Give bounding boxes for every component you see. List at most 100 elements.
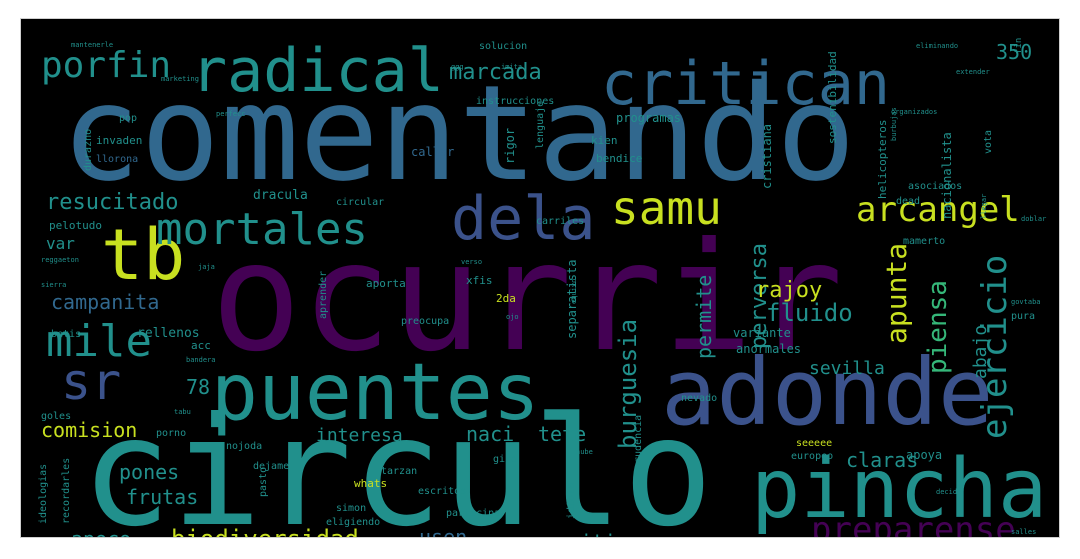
cloud-word-variante: variante [733,326,791,340]
cloud-word-aporta: aporta [366,277,406,290]
cloud-word-solucion: solucion [479,41,527,52]
cloud-word-mamerto: mamerto [903,236,945,247]
cloud-word-fin: fin [1014,38,1024,54]
cloud-word-sostenibilidad: sostenibilidad [826,51,839,144]
cloud-word-decide: decide [936,488,961,496]
cloud-word-giro: giro [493,454,517,465]
cloud-word-nube: nube [576,448,593,456]
cloud-word-imita: imita [501,63,522,71]
cloud-word-dela: dela [451,184,596,254]
cloud-word-anormales: anormales [736,342,801,356]
cloud-word-2da: 2da [496,292,516,305]
cloud-word-burbujas: burbujas [890,107,898,141]
cloud-word-durazno: durazno [83,129,94,171]
cloud-word-samu: samu [611,181,722,235]
cloud-word-pincha: pincha [751,442,1047,537]
cloud-word-organizados: organizados [891,108,937,116]
cloud-word-circular: circular [336,197,384,208]
cloud-word-interesa: interesa [316,425,403,446]
cloud-word-pones: pones [119,460,179,484]
cloud-word-mantenerle: mantenerle [71,41,113,49]
cloud-word-bendice: bendice [596,152,642,165]
cloud-word-ideologias: ideologias [38,464,49,524]
cloud-word-naci: naci [466,422,514,446]
cloud-word-mortales: mortales [156,204,368,255]
cloud-word-nojoda: nojoda [226,441,262,452]
cloud-word-preparense: preparense [811,510,1016,538]
word-cloud-frame: comentando ocurrir circulo pincha adonde puen… [20,18,1060,538]
cloud-word-extender: extender [956,68,990,76]
cloud-word-resucitado: resucitado [46,190,178,215]
cloud-word-pura: pura [1011,311,1035,322]
cloud-word-helicopteros: helicopteros [876,120,889,199]
cloud-word-perfecc: perfecc [216,110,246,118]
cloud-word-puentes: puentes [211,348,540,438]
cloud-word-idiota: idiota [566,483,577,519]
cloud-word-separatista: separatista [565,260,579,339]
cloud-word-kien: kien [591,134,618,147]
cloud-word-claras: claras [846,448,918,472]
cloud-word-eligiendo: eligiendo [326,517,380,528]
cloud-word-seeeee: seeeee [796,438,832,449]
cloud-word-permite: permite [692,275,716,359]
cloud-word-tete: tete [538,422,586,446]
cloud-word-sr: sr [61,353,121,411]
cloud-word-programas: programas [616,111,681,125]
cloud-word-abajo: abajo [970,325,991,379]
cloud-word-whats: whats [354,477,387,490]
cloud-word-comentando: comentando [61,57,856,211]
cloud-word-usen: usen [419,525,467,538]
cloud-word-reggaeton: reggaeton [41,256,79,264]
cloud-word-verso: verso [461,258,482,266]
cloud-word-vota: vota [983,130,994,154]
cloud-word-campanita: campanita [51,290,159,314]
cloud-word-ocurrir: ocurrir [211,211,843,385]
cloud-word-goles: goles [41,411,71,422]
cloud-word-betis: betis [51,329,81,340]
word-cloud-background [21,19,1059,537]
cloud-word-apoya: apoya [906,448,942,462]
cloud-word-tarzan: tarzan [381,466,417,477]
cloud-word-lenguaje: lenguaje [535,101,546,149]
cloud-word-cristiana: cristiana [760,124,774,189]
cloud-word-tb: tb [101,214,185,296]
cloud-word-participa: participa [446,508,500,519]
cloud-word-var: var [46,234,75,253]
cloud-word-marcada: marcada [449,60,542,85]
cloud-word-equivo: equivo [570,279,578,304]
cloud-word-llegar: llegar [980,194,988,219]
cloud-word-apoco: apoco [71,527,131,538]
cloud-word-bandera: bandera [186,356,216,364]
cloud-word-350: 350 [996,40,1032,64]
cloud-word-marketing: marketing [161,75,199,83]
cloud-word-eliminando: eliminando [916,42,958,50]
cloud-word-europeo: europeo [791,451,833,462]
cloud-word-nevado: nevado [681,393,717,404]
cloud-word-llorona: llorona [96,154,138,165]
cloud-word-instrucciones: instrucciones [476,96,554,107]
cloud-word-rellenos: rellenos [137,326,200,341]
cloud-word-fluido: fluido [766,299,853,327]
cloud-word-acc: acc [191,339,211,352]
cloud-word-govtaba: govtaba [1011,298,1041,306]
cloud-word-carriles: carriles [536,216,584,227]
cloud-word-adonde: adonde [661,339,993,446]
cloud-word-circulo: circulo [81,386,713,538]
cloud-word-xfis: xfis [466,274,493,287]
cloud-word-dejame: dejame [253,461,289,472]
cloud-word-invaden: invaden [96,134,142,147]
cloud-word-doblar: doblar [1021,215,1046,223]
cloud-word-rajoy: rajoy [756,278,822,303]
cloud-word-pelotudo: pelotudo [49,219,102,232]
cloud-word-pasto: pasto [258,467,269,497]
cloud-word-78: 78 [186,375,210,399]
cloud-word-pop: pop [119,113,137,124]
cloud-word-aprender: aprender [318,271,329,319]
cloud-word-nacionalista: nacionalista [940,132,954,219]
cloud-word-dead: dead [896,196,920,207]
cloud-word-comision: comision [41,418,137,442]
cloud-word-criticas: criticas [556,530,652,538]
cloud-word-escritos: escritos [418,486,466,497]
cloud-word-ggg: ggg [451,63,464,71]
